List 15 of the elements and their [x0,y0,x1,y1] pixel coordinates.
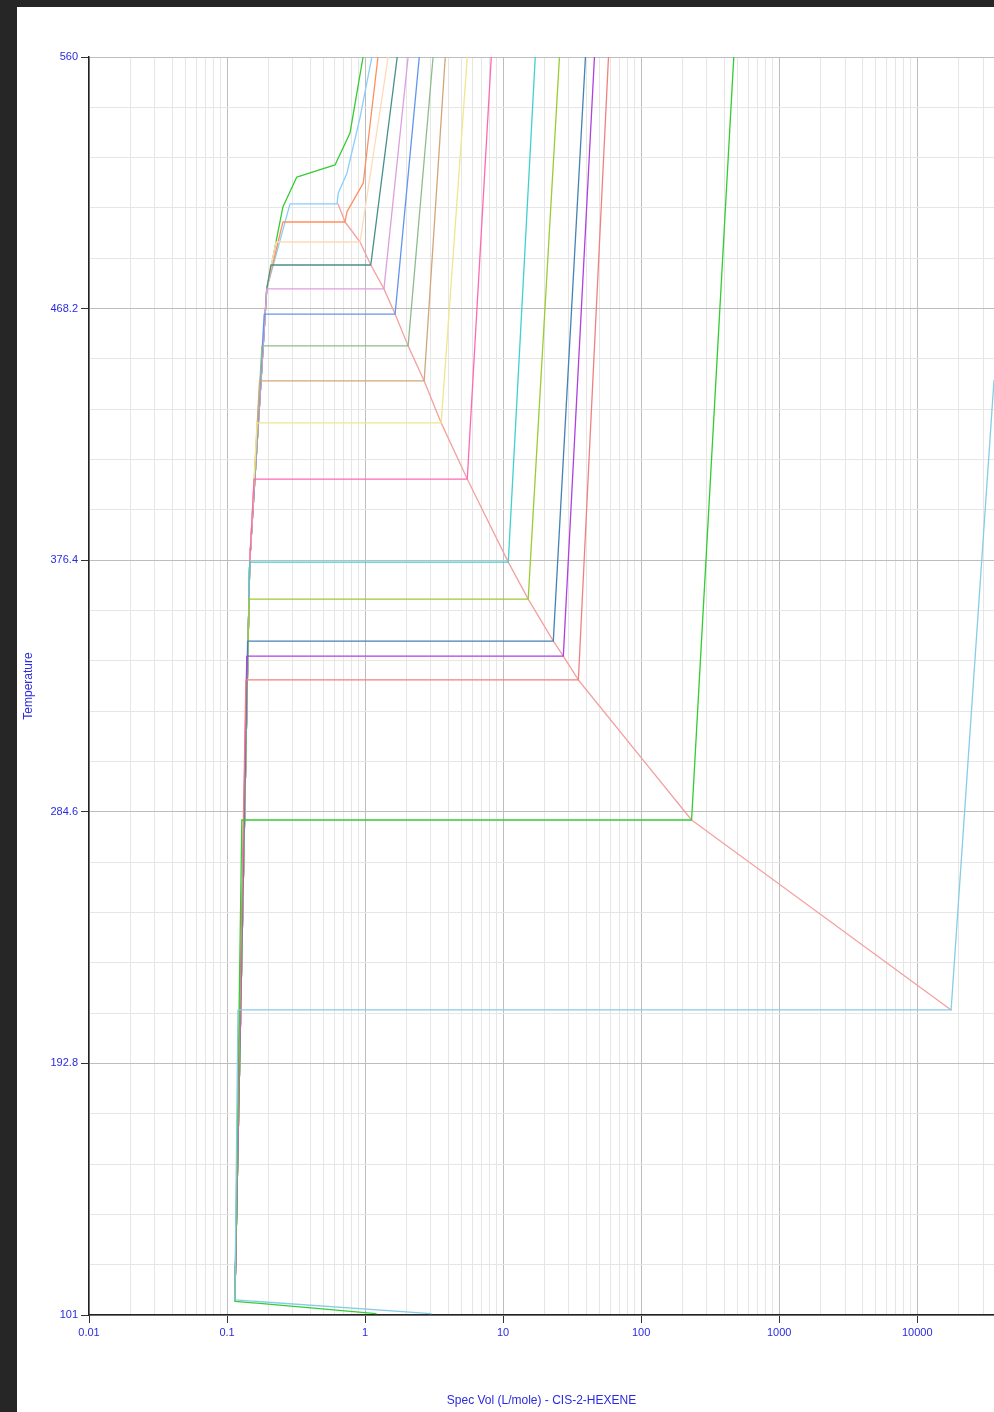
x-tick-label: 10000 [901,1325,933,1338]
x-tick-label: 1000 [766,1325,792,1338]
y-tick-label: 192.8 [50,1056,78,1069]
x-tick-label: 10 [496,1325,510,1338]
x-axis-title: Spec Vol (L/mole) - CIS-2-HEXENE [446,1393,637,1408]
x-tick-label: 0.1 [219,1325,235,1338]
y-tick-label: 284.6 [50,804,78,817]
y-tick-label: 376.4 [50,553,78,566]
y-tick-label: 101 [59,1308,78,1321]
y-tick-label: 468.2 [50,301,78,314]
x-tick-label: 1 [362,1325,369,1338]
y-axis-title: Temperature [20,652,35,720]
y-tick-label: 560 [59,50,78,63]
x-tick-label: 100 [631,1325,651,1338]
x-tick-label: 0.01 [78,1325,100,1338]
